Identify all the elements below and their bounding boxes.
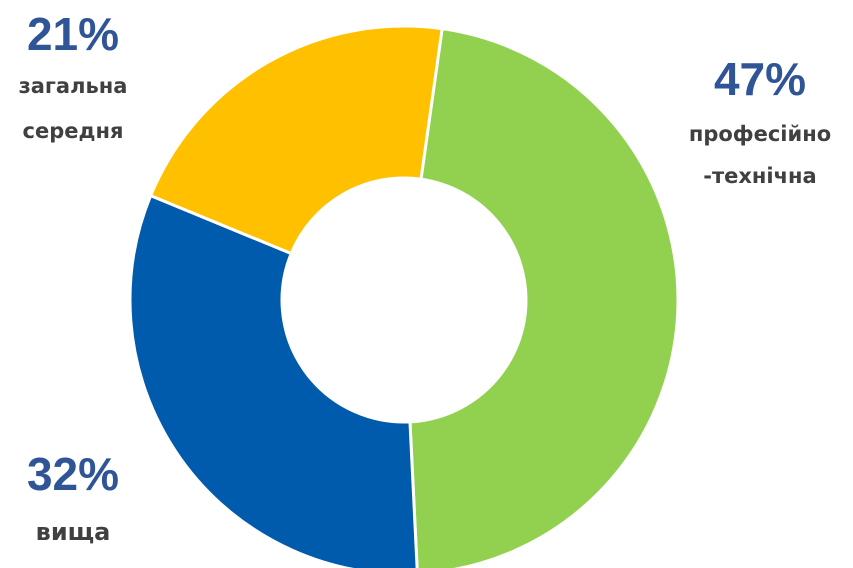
- donut-labels: 47% професійно -технічна 32% вища 21% загальна…: [19, 8, 832, 546]
- category-label-general-secondary-line-1: загальна: [19, 74, 128, 98]
- category-label-higher-line-1: вища: [36, 518, 111, 546]
- slice-professional-technical: [408, 26, 680, 568]
- donut-slices: [128, 24, 680, 568]
- percent-label-general-secondary: 21%: [27, 8, 119, 60]
- category-label-general-secondary-line-2: середня: [23, 119, 124, 143]
- percent-label-professional-technical: 47%: [714, 53, 806, 105]
- percent-label-higher: 32%: [27, 448, 119, 500]
- category-label-professional-technical-line-1: професійно: [689, 122, 831, 146]
- category-label-professional-technical-line-2: -технічна: [703, 164, 816, 188]
- slice-higher: [128, 193, 419, 568]
- slice-general-secondary: [148, 24, 444, 256]
